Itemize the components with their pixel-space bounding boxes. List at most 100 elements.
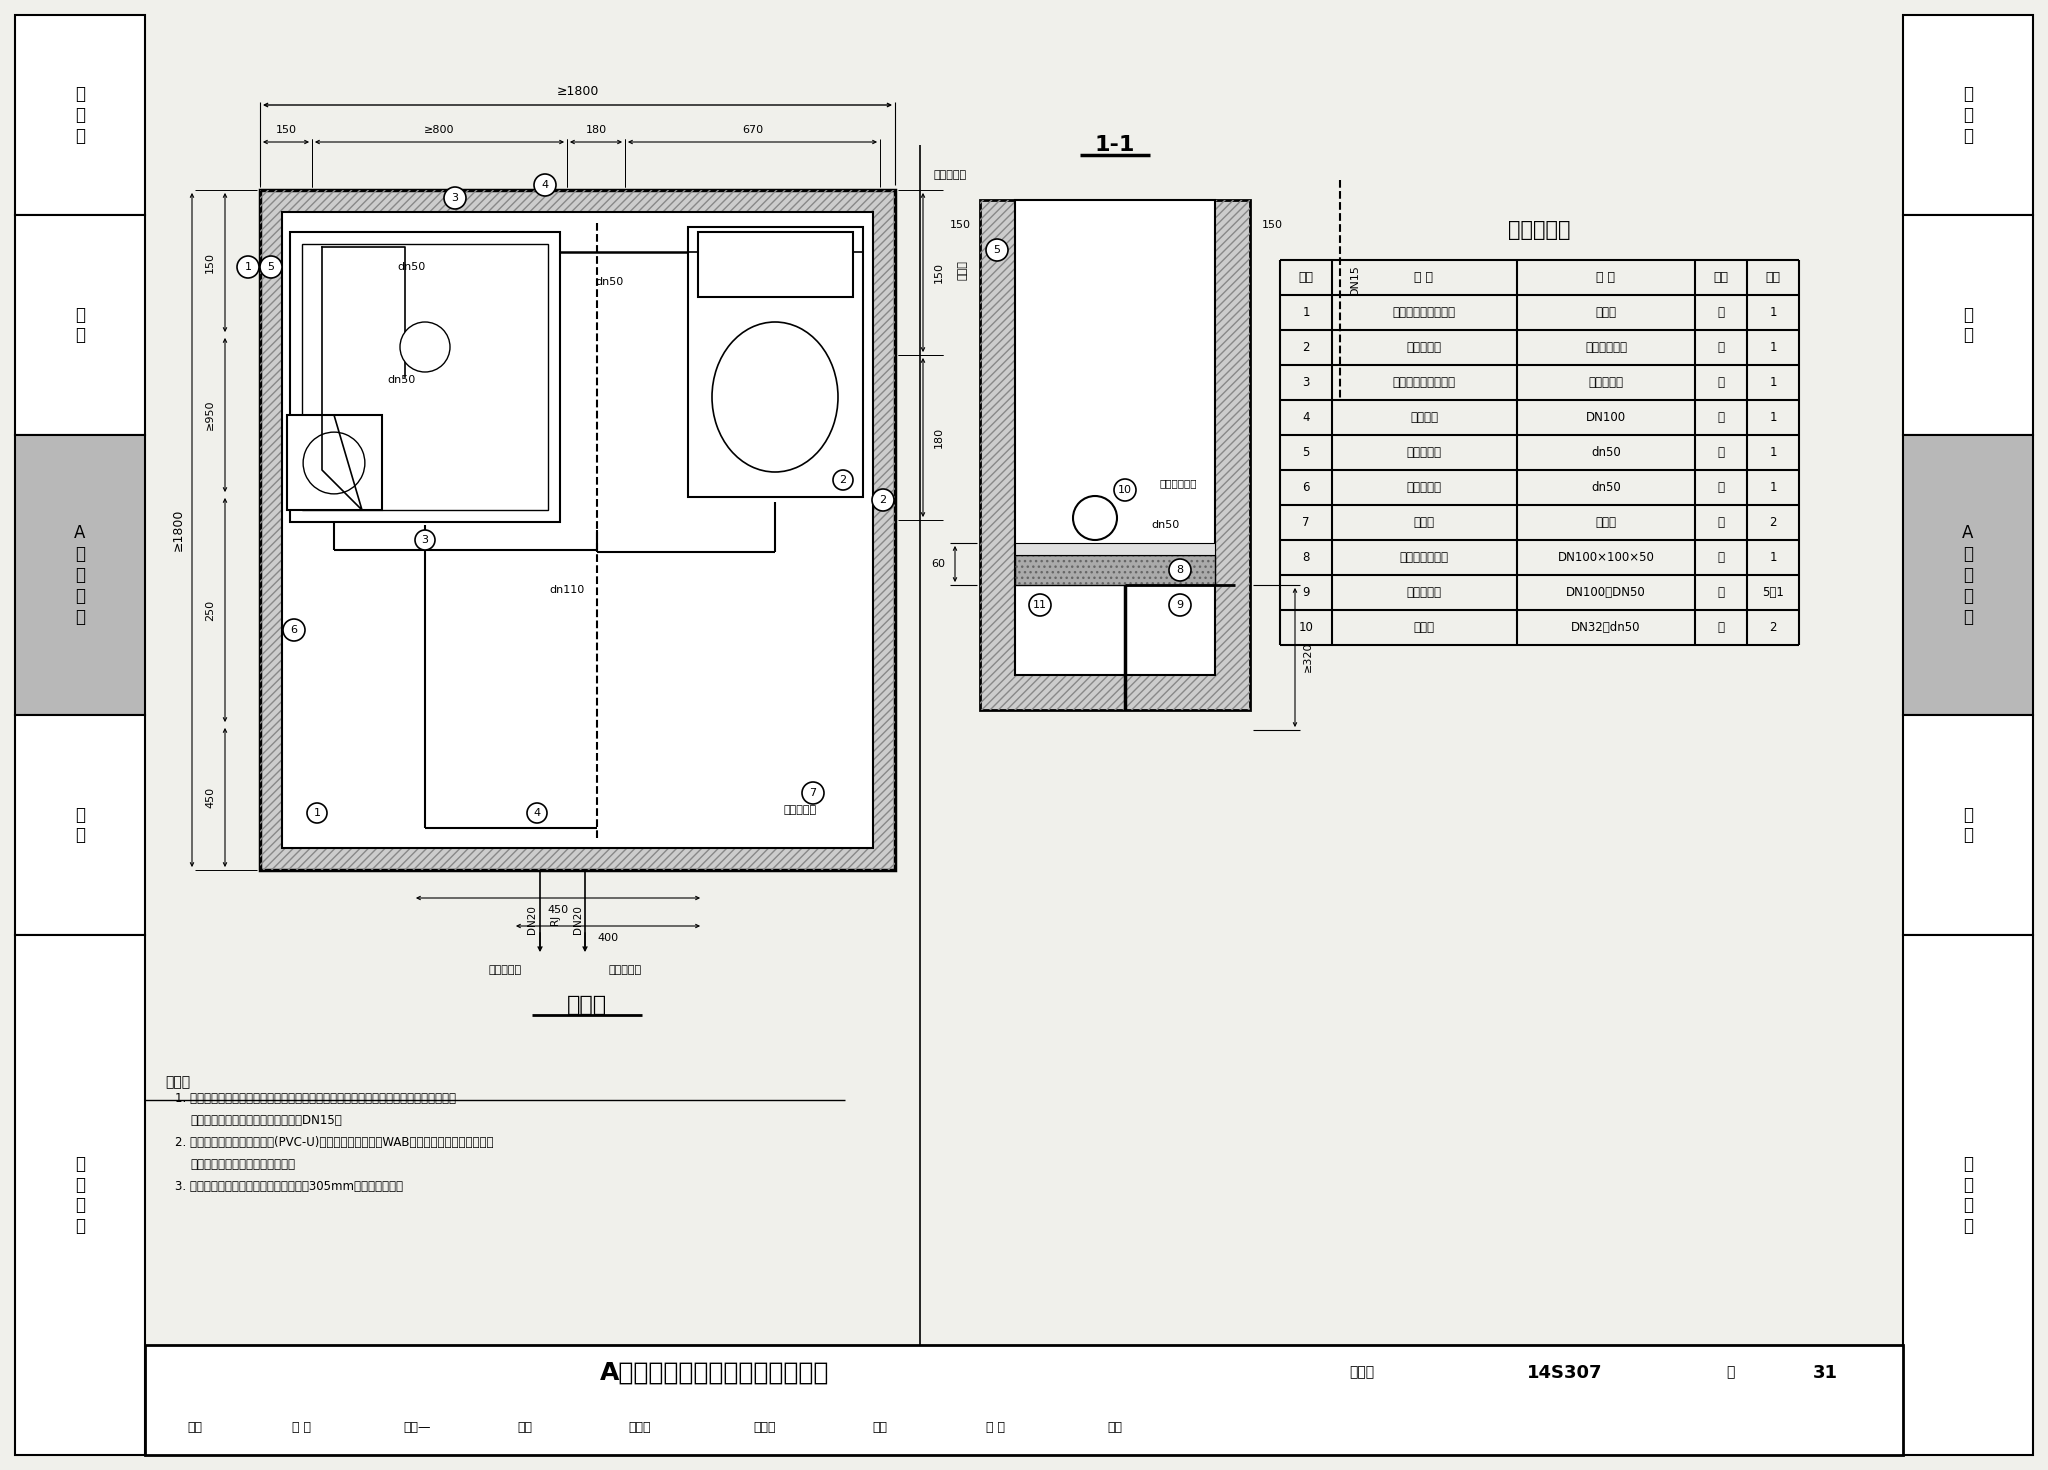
Circle shape — [535, 173, 555, 196]
Text: 设计: 设计 — [872, 1421, 887, 1435]
Text: 节
点
详
图: 节 点 详 图 — [76, 1155, 86, 1235]
Circle shape — [399, 322, 451, 372]
Circle shape — [283, 619, 305, 641]
Text: 根: 根 — [1718, 410, 1724, 423]
Text: 分水器: 分水器 — [1413, 516, 1434, 529]
Text: 张 森: 张 森 — [293, 1421, 311, 1435]
Text: 规 格: 规 格 — [1597, 270, 1616, 284]
Text: A型卫生间给排水管道安装方案六: A型卫生间给排水管道安装方案六 — [600, 1361, 829, 1385]
Bar — [301, 244, 549, 510]
Text: 存水弯: 存水弯 — [1413, 620, 1434, 634]
Text: 审核: 审核 — [188, 1421, 203, 1435]
Text: 铁排水管、不锈钢卡箍连接绘制。: 铁排水管、不锈钢卡箍连接绘制。 — [190, 1157, 295, 1170]
Text: 5: 5 — [993, 245, 1001, 254]
Text: 6: 6 — [1303, 481, 1311, 494]
Text: 万水: 万水 — [1108, 1421, 1122, 1435]
Text: 张松—: 张松— — [403, 1421, 430, 1435]
Bar — [14, 215, 145, 435]
Text: 页: 页 — [1726, 1366, 1735, 1379]
Bar — [1903, 15, 2034, 215]
Text: 4: 4 — [1303, 410, 1311, 423]
Bar — [1903, 215, 2034, 435]
Text: 450: 450 — [547, 906, 569, 914]
Text: 5: 5 — [268, 262, 274, 272]
Text: 9: 9 — [1176, 600, 1184, 610]
Text: 2: 2 — [879, 495, 887, 506]
Text: 1: 1 — [1769, 375, 1778, 388]
Bar — [1016, 200, 1214, 675]
Text: 5: 5 — [1303, 445, 1309, 459]
Text: 套: 套 — [1718, 375, 1724, 388]
Text: 万 水: 万 水 — [985, 1421, 1004, 1435]
Text: 总
说
明: 总 说 明 — [76, 85, 86, 146]
Text: 图集号: 图集号 — [1350, 1366, 1374, 1379]
Text: 14S307: 14S307 — [1528, 1364, 1604, 1382]
Bar — [1903, 714, 2034, 935]
Text: dn50: dn50 — [387, 375, 416, 385]
Circle shape — [238, 256, 258, 278]
Text: 10: 10 — [1118, 485, 1133, 495]
Text: 9: 9 — [1303, 585, 1311, 598]
Text: A
型
卫
生
间: A 型 卫 生 间 — [1962, 525, 1974, 626]
Circle shape — [444, 187, 467, 209]
Text: 节
点
详
图: 节 点 详 图 — [1962, 1155, 1972, 1235]
Bar — [688, 226, 862, 497]
Circle shape — [1028, 594, 1051, 616]
Bar — [1016, 556, 1214, 585]
Text: A
型
卫
生
间: A 型 卫 生 间 — [74, 525, 86, 626]
Text: 主要设备表: 主要设备表 — [1507, 220, 1571, 240]
Text: 7: 7 — [809, 788, 817, 798]
Text: 31: 31 — [1812, 1364, 1837, 1382]
Text: DN100、DN50: DN100、DN50 — [1567, 585, 1647, 598]
Text: 1: 1 — [1769, 341, 1778, 353]
Text: 6: 6 — [291, 625, 297, 635]
Text: 编号: 编号 — [1298, 270, 1313, 284]
Text: 直通式地漏: 直通式地漏 — [1407, 445, 1442, 459]
Text: DN20: DN20 — [573, 906, 584, 935]
Bar — [260, 190, 895, 870]
Circle shape — [526, 803, 547, 823]
Bar — [14, 435, 145, 714]
Bar — [981, 200, 1249, 710]
Text: dn50: dn50 — [397, 262, 426, 272]
Text: 2: 2 — [1303, 341, 1311, 353]
Text: 150: 150 — [934, 262, 944, 284]
Text: DN20: DN20 — [526, 906, 537, 935]
Text: 阳
台: 阳 台 — [76, 806, 86, 844]
Text: 1: 1 — [1769, 445, 1778, 459]
Text: 污水立管: 污水立管 — [1409, 410, 1438, 423]
Text: 3: 3 — [451, 193, 459, 203]
Text: 套: 套 — [1718, 306, 1724, 319]
Text: 8: 8 — [1303, 550, 1309, 563]
Text: 250: 250 — [205, 600, 215, 620]
Bar — [14, 935, 145, 1455]
Text: DN15: DN15 — [1350, 265, 1360, 295]
Text: 180: 180 — [586, 125, 606, 135]
Bar — [145, 146, 1903, 1324]
Text: 个: 个 — [1718, 516, 1724, 529]
Circle shape — [260, 256, 283, 278]
Text: 个: 个 — [1718, 620, 1724, 634]
Text: 按设计: 按设计 — [1595, 516, 1616, 529]
Text: 校对: 校对 — [518, 1421, 532, 1435]
Circle shape — [307, 803, 328, 823]
Text: 全钢化玻璃: 全钢化玻璃 — [1589, 375, 1624, 388]
Text: dn110: dn110 — [549, 585, 584, 595]
Text: 180: 180 — [934, 426, 944, 448]
Text: 不锈钢卡箍: 不锈钢卡箍 — [1407, 585, 1442, 598]
Text: dn50: dn50 — [1591, 481, 1620, 494]
Circle shape — [985, 240, 1008, 262]
Bar — [1903, 935, 2034, 1455]
Text: 单位: 单位 — [1714, 270, 1729, 284]
Text: 吊顶检修口: 吊顶检修口 — [782, 806, 815, 814]
Text: ≥800: ≥800 — [424, 125, 455, 135]
Text: 混凝土墩块: 混凝土墩块 — [934, 171, 967, 179]
Text: 1: 1 — [313, 809, 319, 817]
Text: 2: 2 — [840, 475, 846, 485]
Text: 说明：: 说明： — [166, 1075, 190, 1089]
Bar — [291, 232, 559, 522]
Text: ≥1800: ≥1800 — [557, 84, 598, 97]
Bar — [14, 15, 145, 215]
Text: 1: 1 — [1769, 306, 1778, 319]
Text: 2: 2 — [1769, 516, 1778, 529]
